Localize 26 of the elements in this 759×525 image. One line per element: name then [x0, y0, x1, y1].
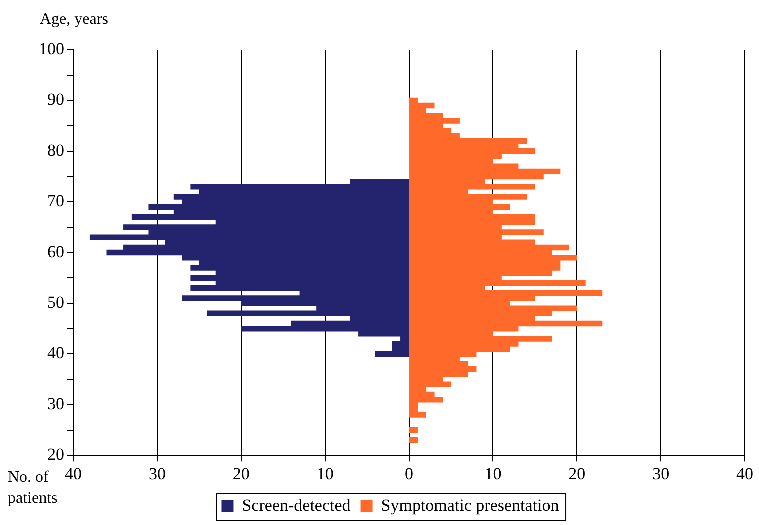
- legend-label: Symptomatic presentation: [381, 496, 560, 515]
- x-tick-label: 10: [484, 464, 502, 484]
- x-axis-title: No. of patients: [8, 468, 58, 507]
- x-tick-label: 30: [652, 464, 670, 484]
- y-tick-label: 100: [39, 39, 64, 58]
- bar: [409, 438, 418, 444]
- y-tick-label: 70: [48, 192, 64, 211]
- x-tick-label: 20: [232, 464, 250, 484]
- y-tick-label: 20: [48, 445, 64, 464]
- x-tick-label: 20: [568, 464, 586, 484]
- y-tick-label: 90: [48, 90, 64, 110]
- y-tick-label: 80: [48, 140, 64, 160]
- x-tick-label: 30: [148, 464, 166, 484]
- y-tick-label: 40: [48, 344, 64, 363]
- y-tick-label: 50: [48, 292, 64, 312]
- y-tick-label: 30: [48, 394, 64, 414]
- bar: [375, 351, 410, 358]
- x-tick-label: 10: [316, 464, 334, 484]
- bar: [409, 427, 418, 434]
- x-tick-label: 0: [405, 464, 414, 484]
- legend-label: Screen-detected: [242, 496, 352, 515]
- x-tick-label: 40: [736, 464, 754, 484]
- y-tick-label: 60: [48, 242, 64, 262]
- bar: [409, 412, 426, 418]
- x-tick-label: 40: [65, 464, 82, 484]
- y-axis-title: Age, years: [40, 11, 108, 28]
